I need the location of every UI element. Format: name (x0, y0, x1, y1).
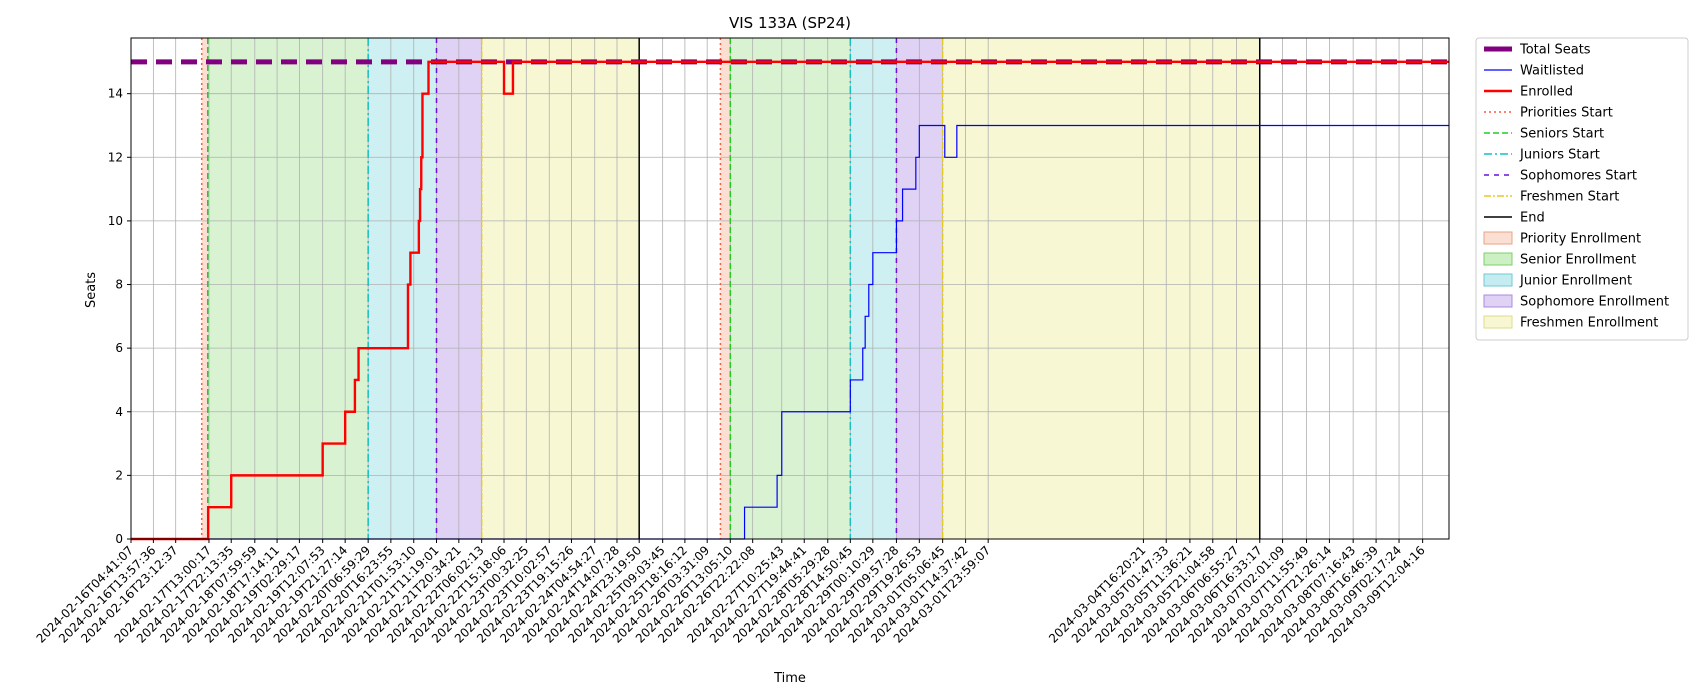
period-junior-enrollment (850, 38, 897, 539)
legend-label-waitlisted: Waitlisted (1520, 64, 1584, 79)
legend-swatch-junior-enrollment (1483, 273, 1513, 287)
y-tick-label: 8 (115, 278, 123, 292)
legend-label-total-seats: Total Seats (1519, 43, 1591, 58)
y-tick-label: 2 (115, 468, 123, 482)
series-waitlisted (131, 124, 1449, 540)
series-enrolled (131, 60, 1449, 541)
legend-frame (1475, 37, 1689, 341)
legend-label-priority-enrollment: Priority Enrollment (1520, 232, 1641, 247)
legend-label-end: End (1520, 211, 1545, 226)
period-freshmen-enrollment (481, 38, 640, 539)
y-tick-label: 0 (115, 532, 123, 546)
legend-label-enrolled: Enrolled (1520, 85, 1573, 100)
y-tick-label: 4 (115, 405, 123, 419)
legend-label-senior-enrollment: Senior Enrollment (1520, 253, 1636, 268)
chart-title: VIS 133A (SP24) (729, 14, 851, 32)
plot-area: 024681012142024-02-16T04:41:072024-02-16… (34, 37, 1450, 646)
legend-swatch-priority-enrollment (1483, 231, 1513, 245)
legend-swatch-freshmen-enrollment (1483, 315, 1513, 329)
period-freshmen-enrollment (942, 38, 1260, 539)
period-senior-enrollment (730, 38, 851, 539)
y-tick-label: 12 (108, 150, 123, 164)
legend-label-freshmen-start: Freshmen Start (1520, 190, 1619, 205)
period-senior-enrollment (207, 38, 369, 539)
legend-swatch-senior-enrollment (1483, 252, 1513, 266)
legend-label-junior-enrollment: Junior Enrollment (1519, 274, 1632, 289)
y-axis-title: Seats (84, 272, 99, 308)
legend: Total Seats Waitlisted Enrolled Priorities … (1475, 37, 1689, 341)
period-priority-enrollment (720, 38, 731, 539)
legend-label-freshmen-enrollment: Freshmen Enrollment (1520, 316, 1658, 331)
period-junior-enrollment (368, 38, 437, 539)
x-axis-title: Time (773, 671, 806, 686)
legend-label-seniors-start: Seniors Start (1520, 127, 1604, 142)
y-tick-label: 6 (115, 341, 123, 355)
y-tick-label: 14 (108, 87, 123, 101)
legend-swatch-sophomore-enrollment (1483, 294, 1513, 308)
legend-label-sophomores-start: Sophomores Start (1520, 169, 1637, 184)
axes-frame (130, 37, 1450, 540)
legend-label-priorities-start: Priorities Start (1520, 106, 1613, 121)
period-priority-enrollment (201, 38, 208, 539)
legend-label-juniors-start: Juniors Start (1519, 148, 1600, 163)
legend-label-sophomore-enrollment: Sophomore Enrollment (1520, 295, 1669, 310)
y-tick-label: 10 (108, 214, 123, 228)
